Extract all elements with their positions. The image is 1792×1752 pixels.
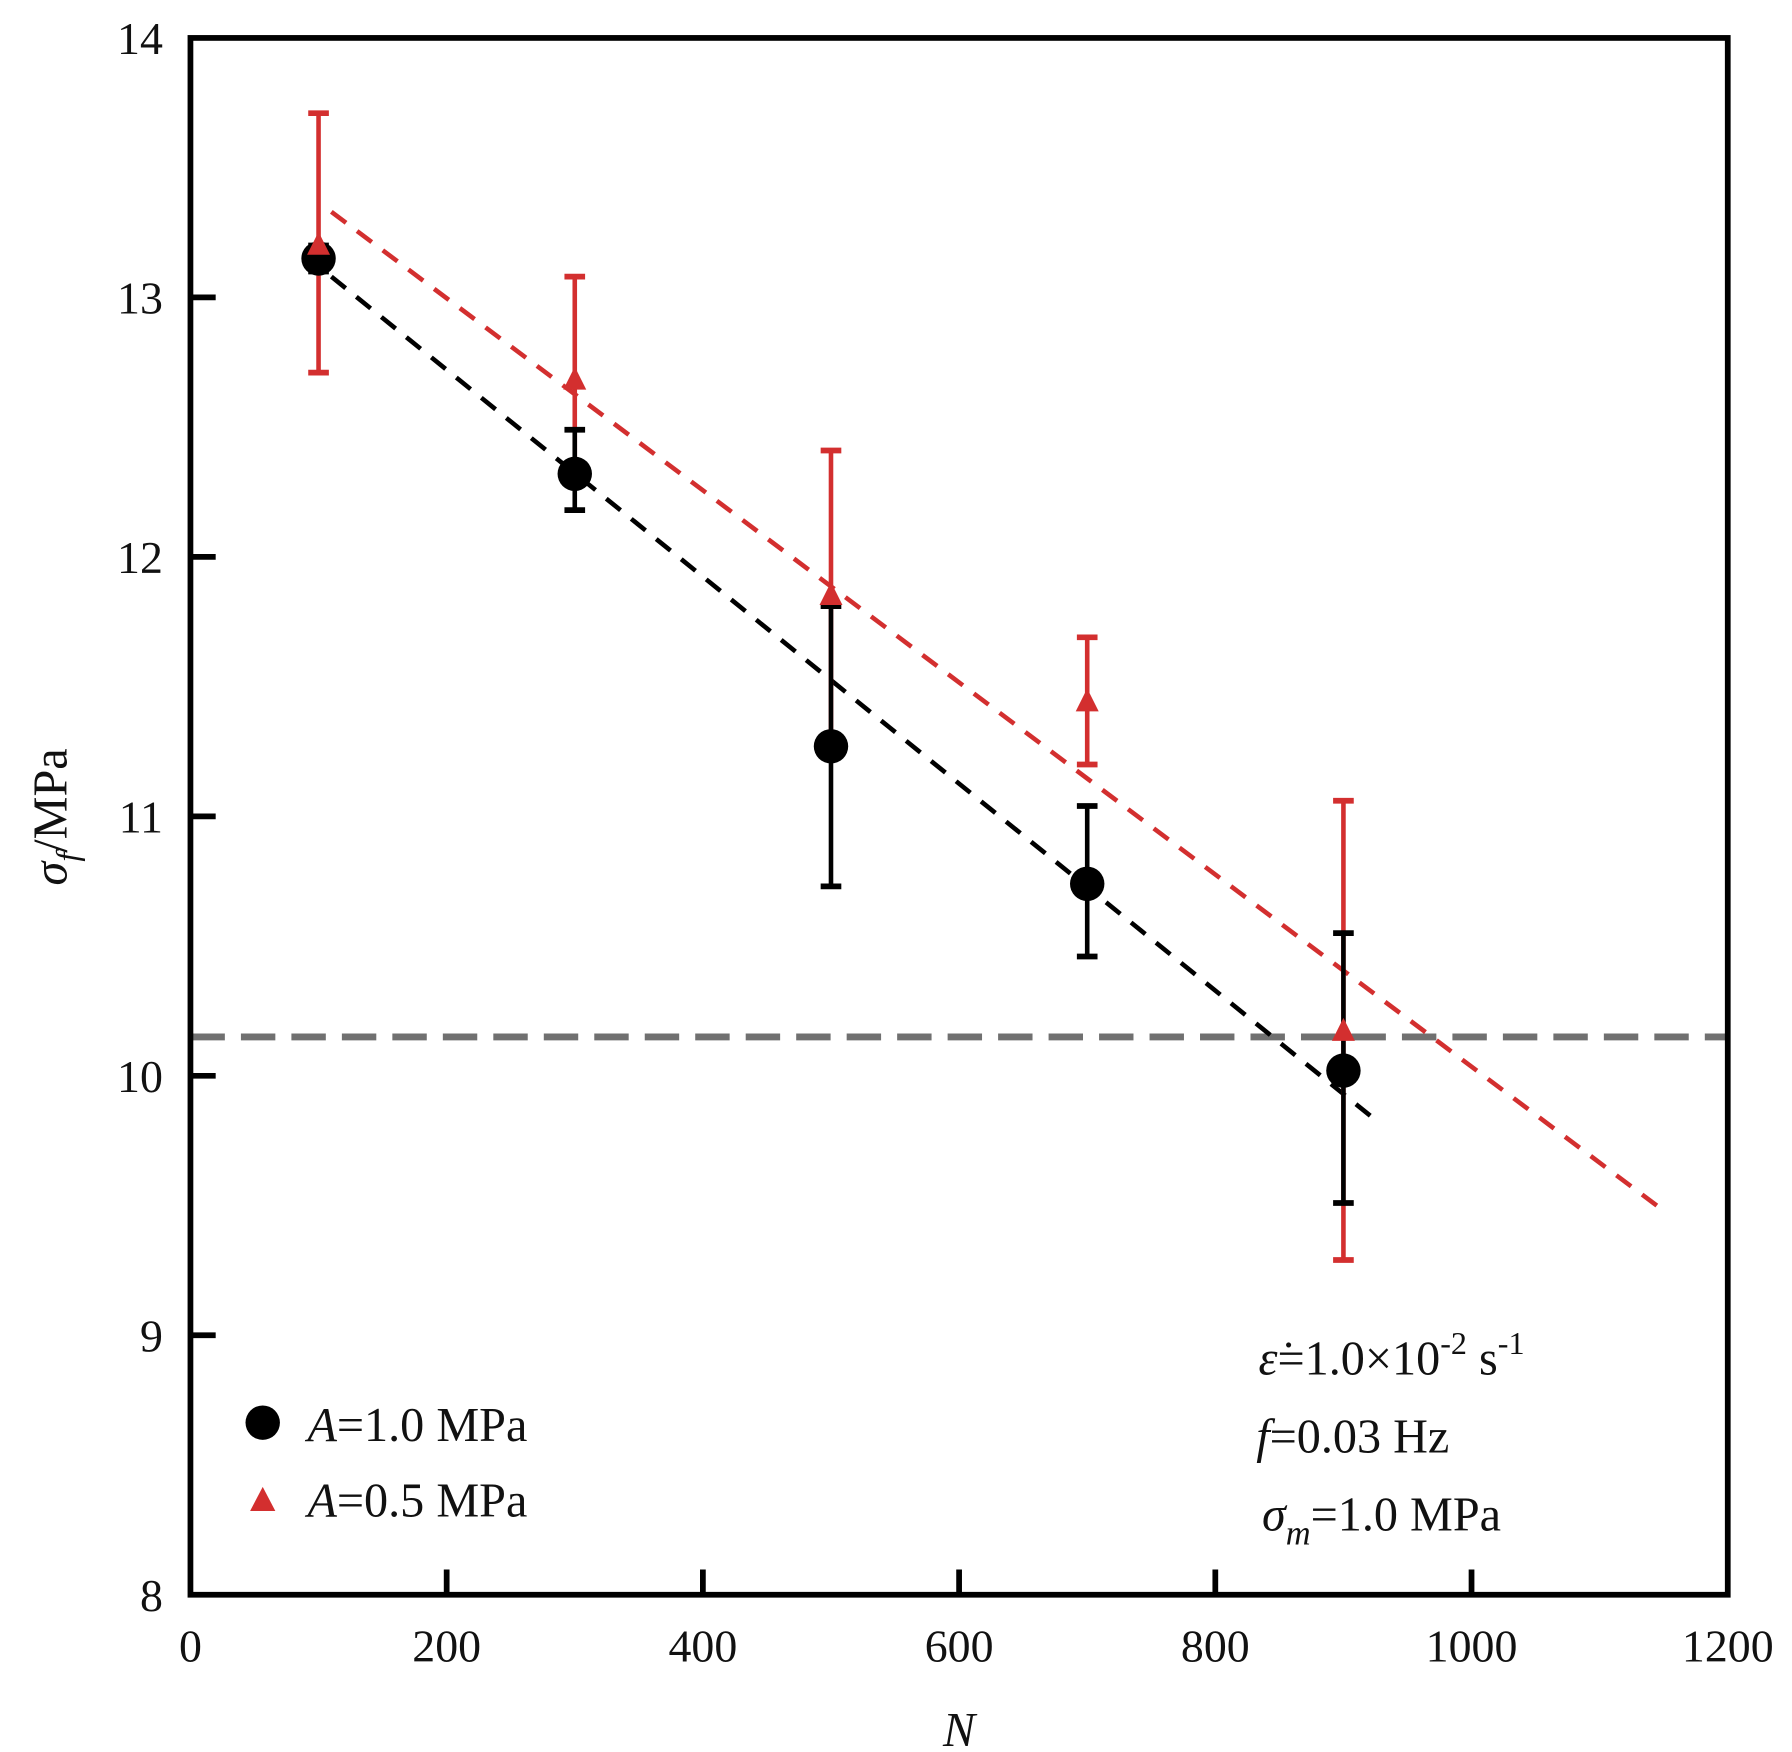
y-tick-label: 13 bbox=[117, 272, 163, 323]
y-tick-label: 12 bbox=[117, 532, 163, 583]
y-axis-label: σf/MPa bbox=[25, 748, 85, 885]
x-tick-label: 1200 bbox=[1682, 1620, 1774, 1671]
data-point-triangle bbox=[819, 582, 843, 605]
y-tick-label: 8 bbox=[140, 1570, 163, 1621]
data-point-circle bbox=[1069, 866, 1105, 902]
frequency-text: f=0.03 Hz bbox=[1256, 1410, 1449, 1463]
data-point-circle bbox=[1326, 1053, 1361, 1088]
y-tick-label: 9 bbox=[140, 1310, 163, 1361]
legend: A=1.0 MPa A=0.5 MPa bbox=[245, 1399, 527, 1528]
data-point-circle bbox=[557, 456, 592, 492]
y-tick-label: 11 bbox=[119, 791, 163, 842]
legend-marker-triangle bbox=[250, 1486, 276, 1512]
legend-label: A=0.5 MPa bbox=[304, 1475, 527, 1528]
x-tick-label: 1000 bbox=[1426, 1620, 1518, 1671]
conditions-annotation: ε̇=1.0×10-2 s-1 f=0.03 Hz σm=1.0 MPa bbox=[1256, 1325, 1524, 1552]
data-point-circle bbox=[813, 729, 849, 764]
x-tick-label: 400 bbox=[668, 1620, 737, 1671]
strain-rate-text: ε̇=1.0×10-2 s-1 bbox=[1259, 1325, 1525, 1386]
x-tick-label: 800 bbox=[1181, 1620, 1250, 1671]
data-point-triangle bbox=[563, 366, 587, 390]
x-tick-label: 0 bbox=[179, 1620, 202, 1671]
x-axis-label: N bbox=[942, 1704, 978, 1752]
x-tick-label: 600 bbox=[925, 1620, 994, 1671]
y-tick-label: 10 bbox=[117, 1051, 163, 1102]
fit-line bbox=[329, 209, 1666, 1213]
data-point-triangle bbox=[307, 231, 331, 255]
mean-stress-text: σm=1.0 MPa bbox=[1262, 1489, 1501, 1553]
data-point-triangle bbox=[1331, 1017, 1355, 1041]
legend-label: A=1.0 MPa bbox=[304, 1399, 527, 1452]
y-tick-label: 14 bbox=[117, 13, 163, 64]
legend-marker-circle bbox=[245, 1405, 280, 1440]
fit-line bbox=[329, 274, 1377, 1122]
x-tick-label: 200 bbox=[412, 1620, 481, 1671]
data-point-triangle bbox=[1075, 688, 1099, 712]
